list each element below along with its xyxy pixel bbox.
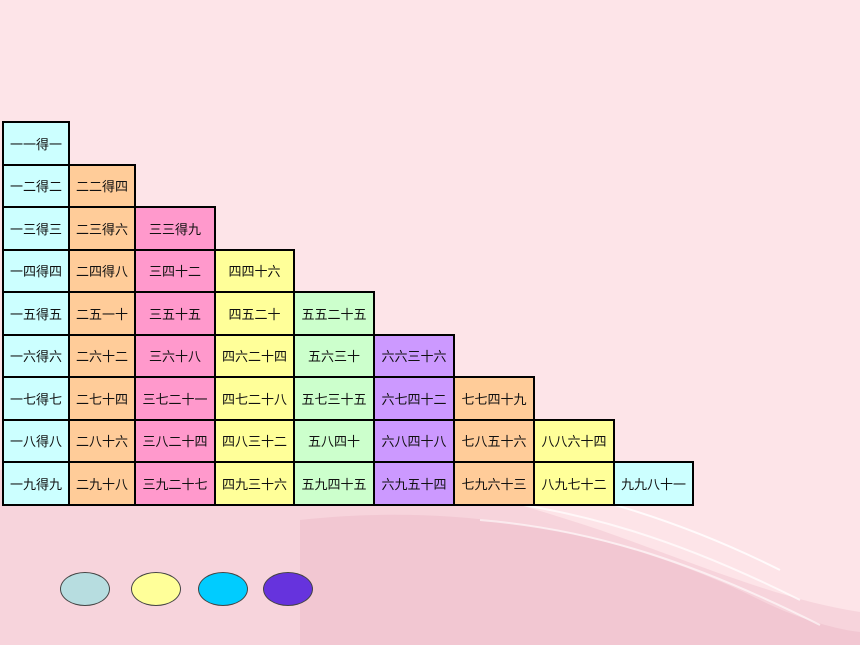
empty-cell (69, 122, 135, 165)
table-cell: 二九十八 (68, 461, 136, 506)
table-cell: 八八六十四 (533, 418, 615, 463)
color-ovals (60, 572, 320, 606)
multiplication-table: 一一得一 一二得二 二二得四 一三得三 二三得六 三三得九 一四得四 二四得八 三四十二 四四十六… (2, 121, 694, 506)
empty-cell (135, 122, 215, 165)
table-cell: 四六二十四 (214, 333, 295, 378)
empty-cell (614, 292, 693, 335)
table-cell: 二二得四 (68, 163, 136, 208)
empty-cell (374, 207, 454, 250)
empty-cell (294, 207, 374, 250)
empty-cell (215, 165, 294, 208)
table-cell: 一五得五 (2, 291, 70, 336)
table-row: 一九得九 二九十八 三九二十七 四九三十六 五九四十五 六九五十四 七九六十三 八九七十二 九九… (2, 461, 694, 506)
empty-cell (534, 377, 614, 420)
table-cell: 四八三十二 (214, 418, 295, 463)
empty-cell (374, 250, 454, 293)
table-cell: 三九二十七 (134, 461, 216, 506)
table-cell: 一四得四 (2, 248, 70, 293)
empty-cell (374, 122, 454, 165)
table-cell: 四七二十八 (214, 376, 295, 421)
empty-cell (534, 250, 614, 293)
empty-cell (614, 207, 693, 250)
table-cell: 二五一十 (68, 291, 136, 336)
empty-cell (374, 292, 454, 335)
table-row: 一四得四 二四得八 三四十二 四四十六 (2, 248, 693, 293)
table-row: 一五得五 二五一十 三五十五 四五二十 五五二十五 (2, 291, 693, 336)
empty-cell (534, 165, 614, 208)
table-cell: 二三得六 (68, 206, 136, 251)
table-cell: 一六得六 (2, 333, 70, 378)
empty-cell (215, 122, 294, 165)
table-cell: 五七三十五 (293, 376, 375, 421)
table-cell: 三四十二 (134, 248, 216, 293)
table-cell: 三六十八 (134, 333, 216, 378)
empty-cell (454, 250, 534, 293)
empty-cell (374, 165, 454, 208)
table-cell: 六九五十四 (373, 461, 455, 506)
table-cell: 七九六十三 (453, 461, 535, 506)
yellow-oval[interactable] (131, 572, 181, 606)
table-cell: 四四十六 (214, 248, 295, 293)
light-teal-oval[interactable] (60, 572, 110, 606)
empty-cell (294, 122, 374, 165)
empty-cell (614, 420, 693, 463)
table-cell: 一二得二 (2, 163, 70, 208)
table-row: 一三得三 二三得六 三三得九 (2, 206, 693, 251)
table-cell: 二八十六 (68, 418, 136, 463)
table-cell: 一三得三 (2, 206, 70, 251)
table-cell: 二六十二 (68, 333, 136, 378)
table-cell: 一七得七 (2, 376, 70, 421)
table-row: 一二得二 二二得四 (2, 163, 693, 208)
table-cell: 三三得九 (134, 206, 216, 251)
empty-cell (294, 250, 374, 293)
table-row: 一七得七 二七十四 三七二十一 四七二十八 五七三十五 六七四十二 七七四十九 (2, 376, 693, 421)
empty-cell (215, 207, 294, 250)
table-cell: 六八四十八 (373, 418, 455, 463)
table-row: 一八得八 二八十六 三八二十四 四八三十二 五八四十 六八四十八 七八五十六 八八六十四 (2, 418, 693, 463)
table-cell: 三七二十一 (134, 376, 216, 421)
empty-cell (614, 335, 693, 378)
table-cell: 六七四十二 (373, 376, 455, 421)
table-cell: 四五二十 (214, 291, 295, 336)
table-row: 一一得一 (2, 121, 693, 166)
cyan-oval[interactable] (198, 572, 248, 606)
table-cell: 七八五十六 (453, 418, 535, 463)
table-cell: 一八得八 (2, 418, 70, 463)
table-cell: 一九得九 (2, 461, 70, 506)
table-cell: 二四得八 (68, 248, 136, 293)
table-cell: 三五十五 (134, 291, 216, 336)
table-cell: 五六三十 (293, 333, 375, 378)
table-cell: 八九七十二 (533, 461, 615, 506)
empty-cell (454, 292, 534, 335)
empty-cell (534, 335, 614, 378)
table-cell: 五五二十五 (293, 291, 375, 336)
table-cell: 二七十四 (68, 376, 136, 421)
empty-cell (454, 165, 534, 208)
table-cell: 九九八十一 (613, 461, 694, 506)
table-cell: 六六三十六 (373, 333, 455, 378)
purple-oval[interactable] (263, 572, 313, 606)
empty-cell (135, 165, 215, 208)
table-cell: 四九三十六 (214, 461, 295, 506)
table-cell: 五八四十 (293, 418, 375, 463)
empty-cell (534, 207, 614, 250)
table-row: 一六得六 二六十二 三六十八 四六二十四 五六三十 六六三十六 (2, 333, 693, 378)
empty-cell (454, 122, 534, 165)
empty-cell (534, 292, 614, 335)
empty-cell (454, 335, 534, 378)
empty-cell (614, 122, 693, 165)
empty-cell (294, 165, 374, 208)
empty-cell (614, 165, 693, 208)
empty-cell (534, 122, 614, 165)
table-cell: 五九四十五 (293, 461, 375, 506)
empty-cell (454, 207, 534, 250)
empty-cell (614, 250, 693, 293)
table-cell: 七七四十九 (453, 376, 535, 421)
table-cell: 三八二十四 (134, 418, 216, 463)
empty-cell (614, 377, 693, 420)
table-cell: 一一得一 (2, 121, 70, 166)
